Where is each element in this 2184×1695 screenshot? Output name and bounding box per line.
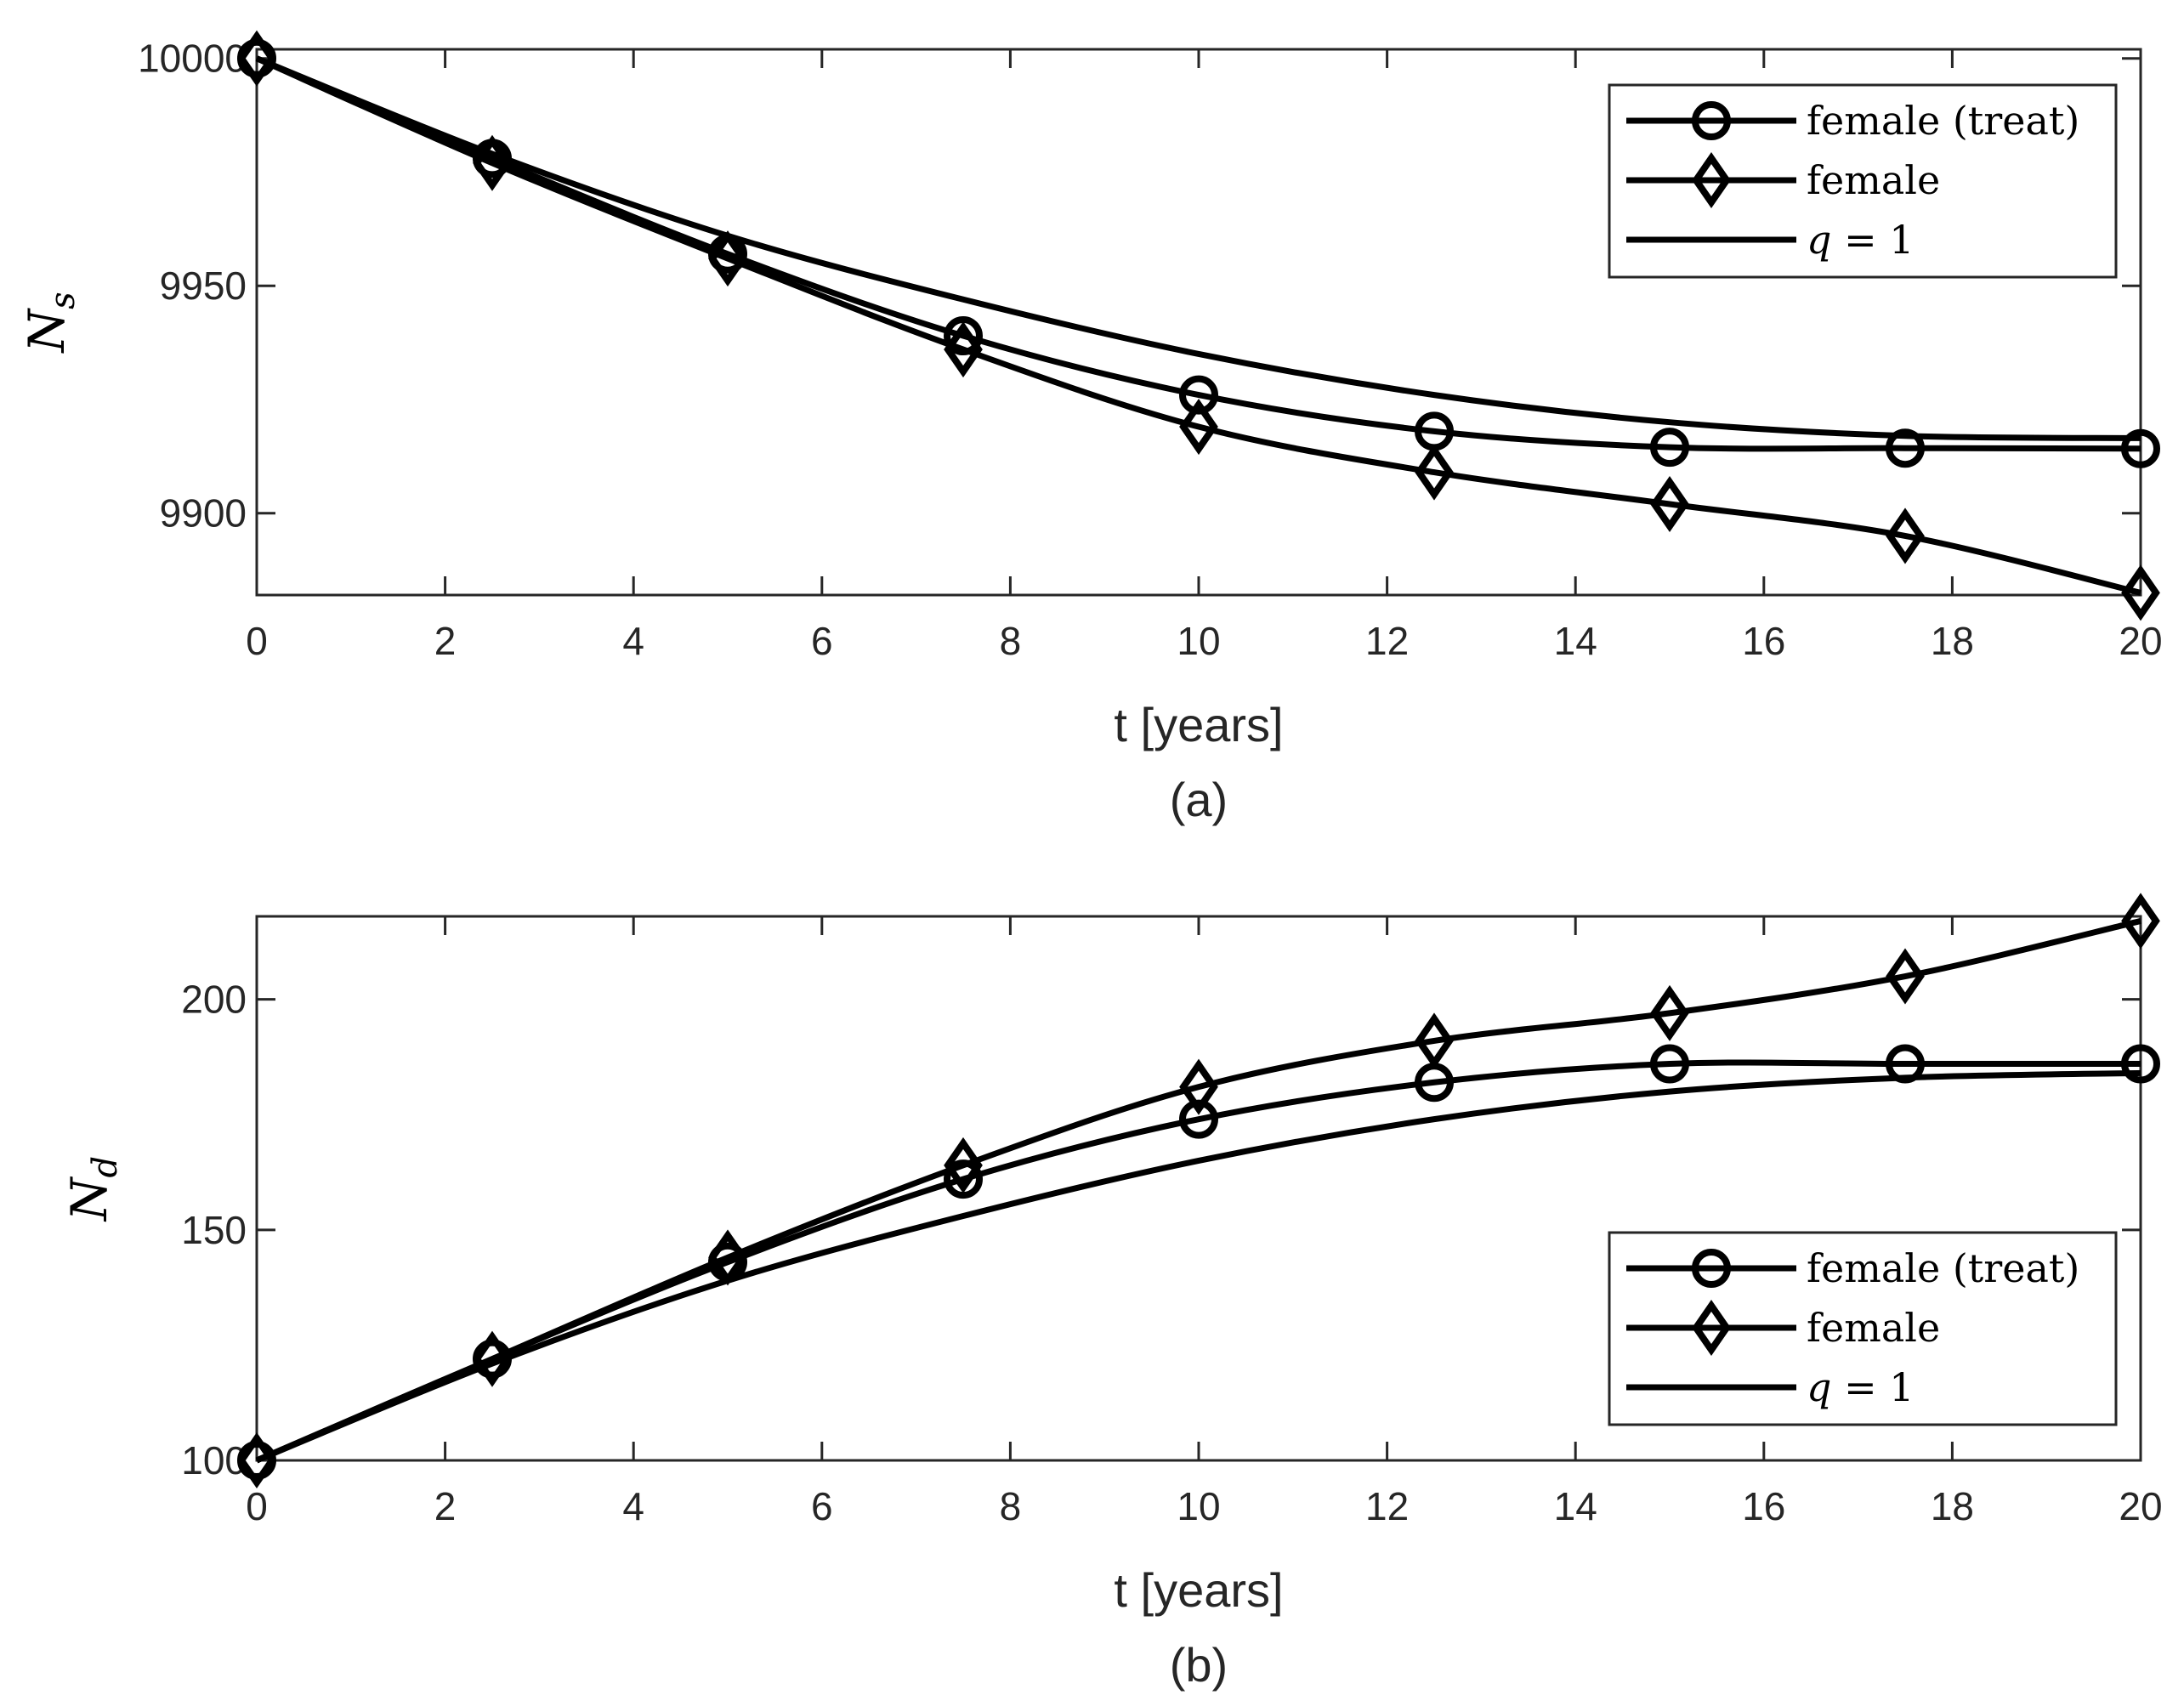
x-tick-label: 6	[811, 1484, 833, 1528]
data-point-diamond	[1650, 475, 1689, 533]
series-line	[255, 55, 2141, 452]
y-tick-label: 9950	[160, 264, 247, 308]
x-tick-label: 2	[434, 619, 457, 663]
x-tick-label: 10	[1177, 619, 1220, 663]
legend: female (treat) female q = 1	[1608, 83, 2118, 279]
chart-panel-0: 0 2 4 6 8 10 12 14 16 18 20 9900 9950 10000 t [years] (…	[18, 30, 2163, 826]
legend-marker-diamond	[1692, 151, 1731, 209]
x-tick-label: 0	[246, 1484, 268, 1528]
data-point-diamond	[944, 1137, 983, 1193]
data-point-diamond	[1650, 984, 1689, 1041]
data-point-diamond	[1179, 399, 1218, 456]
data-point-diamond	[1415, 444, 1454, 501]
series-line	[255, 1069, 2141, 1464]
legend: female (treat) female q = 1	[1608, 1231, 2118, 1426]
chart-panel-1: 0 2 4 6 8 10 12 14 16 18 20 100 150 200 t [years] (b) Nd…	[60, 893, 2163, 1692]
data-point-diamond	[708, 230, 747, 287]
data-point-circle	[1886, 428, 1925, 468]
series-2	[255, 55, 2141, 441]
x-tick-label: 18	[1931, 1484, 1974, 1528]
x-tick-label: 2	[434, 1484, 457, 1528]
data-point-circle	[1650, 428, 1689, 468]
x-tick-label: 14	[1554, 1484, 1597, 1528]
x-tick-label: 14	[1554, 619, 1597, 663]
x-tick-label: 8	[1000, 619, 1022, 663]
y-tick-label: 10000	[138, 37, 247, 81]
x-tick-label: 4	[622, 619, 644, 663]
y-tick-label: 200	[181, 978, 247, 1022]
x-tick-label: 18	[1931, 619, 1974, 663]
panel-label: (b)	[1170, 1638, 1228, 1692]
data-point-diamond	[237, 30, 276, 87]
legend-marker-circle	[1692, 101, 1731, 140]
x-tick-label: 20	[2119, 619, 2162, 663]
x-tick-label: 8	[1000, 1484, 1022, 1528]
legend-marker-diamond	[1692, 1299, 1731, 1357]
x-tick-label: 4	[622, 1484, 644, 1528]
panel-label: (a)	[1170, 773, 1228, 826]
x-tick-label: 16	[1742, 619, 1785, 663]
legend-label: female (treat)	[1807, 98, 2079, 144]
legend-label: q = 1	[1807, 217, 1915, 263]
data-point-circle	[2121, 428, 2160, 468]
data-point-diamond	[1179, 1058, 1218, 1115]
x-tick-label: 12	[1365, 1484, 1409, 1528]
x-tick-label: 6	[811, 619, 833, 663]
x-tick-label: 20	[2119, 1484, 2162, 1528]
data-point-circle	[1650, 1044, 1689, 1084]
data-point-diamond	[473, 1330, 512, 1387]
legend-label: q = 1	[1807, 1364, 1915, 1410]
x-axis-label: t [years]	[1114, 698, 1283, 751]
y-tick-label: 100	[181, 1438, 247, 1482]
data-point-diamond	[1415, 1012, 1454, 1069]
data-point-circle	[2121, 1044, 2160, 1084]
legend-marker-circle	[1692, 1249, 1731, 1288]
x-tick-label: 12	[1365, 619, 1409, 663]
x-tick-label: 16	[1742, 1484, 1785, 1528]
series-2	[255, 1069, 2141, 1464]
data-point-diamond	[944, 321, 983, 378]
legend-label: female (treat)	[1807, 1245, 2079, 1291]
x-axis-label: t [years]	[1114, 1563, 1283, 1617]
data-point-diamond	[2121, 564, 2160, 621]
series-line	[255, 55, 2141, 441]
data-point-diamond	[1886, 507, 1925, 564]
x-tick-label: 0	[246, 619, 268, 663]
legend-label: female	[1807, 1305, 1940, 1351]
y-axis-label: Ns	[18, 292, 82, 354]
data-point-circle	[1179, 375, 1218, 415]
legend-label: female	[1807, 157, 1940, 203]
data-point-diamond	[2121, 893, 2160, 950]
y-tick-label: 9900	[160, 491, 247, 536]
y-axis-label: Nd	[60, 1156, 125, 1222]
y-tick-label: 150	[181, 1208, 247, 1252]
x-tick-label: 10	[1177, 1484, 1220, 1528]
data-point-circle	[1179, 1099, 1218, 1139]
data-point-diamond	[1886, 948, 1925, 1005]
